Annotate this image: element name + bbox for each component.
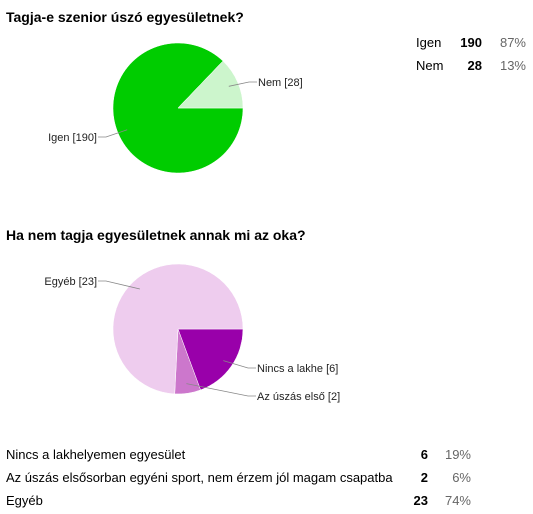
summary-row: Egyéb 23 74% xyxy=(6,489,471,512)
summary-label: Az úszás elsősorban egyéni sport, nem ér… xyxy=(6,470,393,485)
summary-row: Az úszás elsősorban egyéni sport, nem ér… xyxy=(6,466,471,489)
summary-count: 6 xyxy=(420,447,428,462)
pie-label-nincs-a-lakhe: Nincs a lakhe [6] xyxy=(257,363,338,375)
pie-chart-reason: Nincs a lakhe [6] Az úszás első [2] Egyéb … xyxy=(44,263,340,403)
pie-slice-egy-b xyxy=(112,263,244,395)
summary-count: 28 xyxy=(467,58,482,73)
summary-table-reason: Nincs a lakhelyemen egyesület 6 19% Az ú… xyxy=(6,443,471,512)
summary-row: Nincs a lakhelyemen egyesület 6 19% xyxy=(6,443,471,466)
pie-slice-nincs-a-lakhe xyxy=(177,328,244,391)
leader-line xyxy=(223,360,256,369)
summary-label: Nincs a lakhelyemen egyesület xyxy=(6,447,186,462)
pie-label-igen: Igen [190] xyxy=(48,132,97,144)
summary-row: Igen 190 87% xyxy=(416,31,526,54)
summary-label: Nem xyxy=(416,58,444,73)
summary-table-membership: Igen 190 87% Nem 28 13% xyxy=(416,31,526,77)
leader-line xyxy=(98,280,140,290)
summary-row: Nem 28 13% xyxy=(416,54,526,77)
summary-percent: 13% xyxy=(499,58,526,73)
summary-label: Egyéb xyxy=(6,493,43,508)
summary-percent: 74% xyxy=(444,493,471,508)
pie-label-nem: Nem [28] xyxy=(258,77,303,89)
pie-slice-nem xyxy=(177,60,244,109)
summary-count: 23 xyxy=(413,493,428,508)
pie-label-az-sz-s-els: Az úszás első [2] xyxy=(257,391,340,403)
question-title-reason: Ha nem tagja egyesületnek annak mi az ok… xyxy=(6,227,306,243)
leader-line xyxy=(98,129,128,138)
summary-percent: 87% xyxy=(499,35,526,50)
pie-chart-membership: Igen [190] Nem [28] xyxy=(48,42,303,174)
question-title-membership: Tagja-e szenior úszó egyesületnek? xyxy=(6,9,244,25)
summary-count: 2 xyxy=(420,470,428,485)
summary-label: Igen xyxy=(416,35,442,50)
summary-percent: 6% xyxy=(452,470,471,485)
summary-count: 190 xyxy=(460,35,482,50)
pie-label-egy-b: Egyéb [23] xyxy=(44,276,97,288)
leader-line xyxy=(186,383,256,397)
summary-percent: 19% xyxy=(444,447,471,462)
leader-line xyxy=(228,81,257,87)
